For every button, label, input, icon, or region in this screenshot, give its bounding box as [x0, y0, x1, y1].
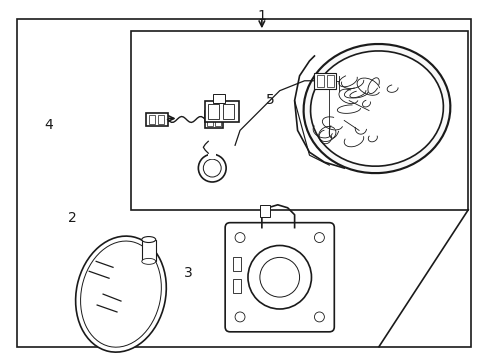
Bar — [205, 100, 239, 122]
Bar — [317, 75, 324, 87]
Text: 3: 3 — [184, 266, 193, 280]
Bar — [157, 114, 163, 125]
Bar — [145, 113, 167, 126]
Circle shape — [314, 233, 324, 243]
Circle shape — [259, 257, 299, 297]
Bar — [205, 111, 223, 129]
Ellipse shape — [81, 241, 161, 347]
Bar — [314, 73, 336, 89]
Bar — [259, 205, 269, 217]
Circle shape — [235, 233, 244, 243]
Ellipse shape — [142, 258, 155, 264]
Bar — [208, 104, 219, 120]
Bar — [326, 75, 334, 87]
Ellipse shape — [310, 51, 443, 166]
Circle shape — [247, 246, 311, 309]
Circle shape — [198, 154, 225, 182]
Circle shape — [235, 312, 244, 322]
Text: 5: 5 — [266, 93, 275, 107]
Bar — [142, 239, 155, 261]
Bar — [207, 113, 213, 126]
Ellipse shape — [142, 237, 155, 243]
Circle shape — [203, 159, 221, 177]
Text: 1: 1 — [257, 9, 266, 23]
Circle shape — [314, 312, 324, 322]
Bar — [233, 279, 241, 293]
Bar — [148, 114, 154, 125]
Ellipse shape — [303, 44, 449, 173]
Bar — [215, 113, 221, 126]
Bar — [213, 94, 224, 103]
Ellipse shape — [76, 236, 166, 352]
Bar — [223, 104, 234, 120]
Bar — [233, 257, 241, 271]
Bar — [208, 153, 216, 159]
Bar — [131, 31, 468, 210]
Text: 4: 4 — [44, 118, 53, 132]
Text: 2: 2 — [68, 211, 77, 225]
FancyBboxPatch shape — [224, 223, 334, 332]
